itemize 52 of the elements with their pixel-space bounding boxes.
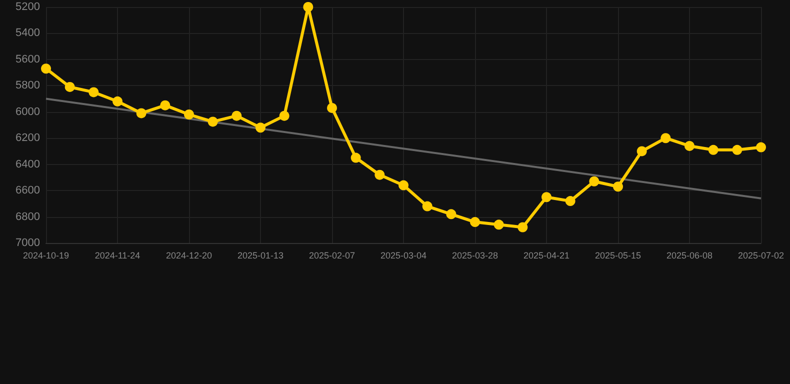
y-tick-label: 5200 (16, 1, 40, 13)
point (636, 146, 647, 156)
point (184, 110, 194, 120)
point (732, 144, 742, 155)
y-tick-label: 6800 (16, 210, 40, 223)
point (350, 152, 361, 163)
point (88, 87, 99, 98)
x-tick-label: 2024-12-20 (166, 250, 212, 260)
y-tick-label: 5400 (16, 27, 40, 40)
y-tick-label: 5600 (16, 53, 40, 66)
point (256, 122, 266, 133)
point (374, 170, 385, 180)
x-tick-label: 2025-04-21 (523, 250, 570, 260)
y-tick-label: 6400 (16, 158, 40, 170)
point (160, 100, 170, 110)
x-tick-label: 2025-07-02 (738, 250, 784, 260)
point (446, 209, 456, 220)
point (232, 110, 242, 121)
point (41, 64, 51, 74)
y-tick-label: 6200 (16, 132, 40, 144)
point (208, 116, 218, 127)
x-tick-label: 2024-10-19 (22, 250, 70, 260)
x-tick-label: 2025-03-04 (380, 250, 427, 260)
point (470, 217, 480, 228)
point (279, 110, 290, 121)
x-tick-label: 2025-02-07 (308, 250, 356, 260)
point (327, 102, 337, 113)
point (660, 133, 671, 144)
point (64, 82, 75, 92)
x-tick-label: 2025-03-28 (452, 250, 498, 260)
y-tick-label: 6600 (16, 184, 40, 197)
x-tick-label: 2024-11-24 (94, 250, 140, 260)
point (684, 140, 694, 151)
point (708, 144, 718, 155)
point (565, 196, 576, 206)
point (136, 108, 146, 118)
point (756, 142, 766, 152)
y-tick-label: 6000 (16, 106, 40, 118)
x-tick-label: 2025-05-15 (594, 250, 642, 260)
y-tick-label: 7000 (16, 237, 40, 249)
point (494, 220, 504, 230)
x-tick-label: 2025-06-08 (666, 250, 713, 260)
point (542, 192, 552, 202)
point (589, 176, 600, 186)
x-tick-label: 2025-01-13 (237, 250, 284, 260)
point (303, 2, 314, 12)
point (112, 96, 122, 106)
point (398, 180, 408, 190)
point (613, 182, 623, 192)
y-tick-label: 5800 (16, 80, 40, 92)
point (422, 201, 432, 212)
point (518, 222, 528, 232)
